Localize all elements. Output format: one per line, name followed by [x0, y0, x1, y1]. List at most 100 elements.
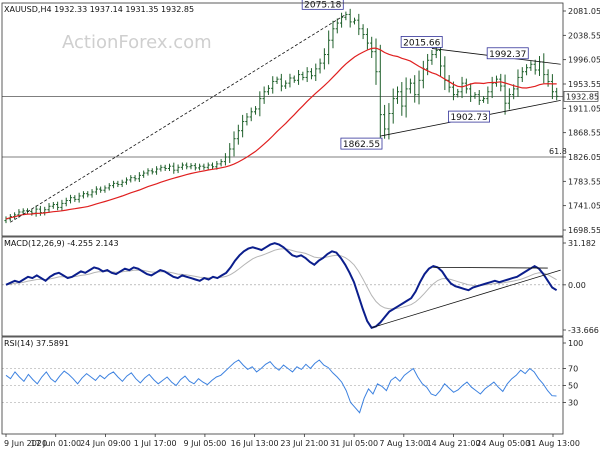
price-bar: [456, 88, 460, 98]
price-bar: [133, 175, 137, 182]
price-bar: [408, 78, 413, 94]
time-axis-label: 17 Jun 01:00: [30, 439, 81, 448]
price-bar: [361, 24, 365, 40]
time-axis-label: 23 Jul 21:00: [280, 439, 328, 448]
price-flag-box: [400, 36, 443, 48]
price-bar: [258, 91, 262, 117]
price-bar: [275, 76, 279, 84]
price-bar: [120, 179, 124, 188]
price-bar: [344, 11, 348, 21]
price-bar: [284, 80, 288, 89]
price-bar: [68, 194, 73, 204]
price-bar: [159, 164, 163, 172]
price-bar: [271, 76, 275, 94]
macd-resistance-line: [433, 266, 548, 269]
price-bar: [241, 114, 245, 138]
price-bar: [90, 189, 94, 198]
price-bar: [305, 67, 309, 83]
price-bar: [64, 197, 68, 207]
price-bar: [516, 69, 520, 97]
price-bar: [279, 73, 283, 92]
price-header-label: XAUUSD,H4 1932.33 1937.14 1931.35 1932.8…: [4, 5, 194, 14]
price-bar: [529, 61, 533, 71]
time-axis-label: 24 Jun 09:00: [80, 439, 131, 448]
price-bar: [430, 49, 434, 65]
price-bar: [202, 163, 206, 170]
price-y-tick-label: 1698.55: [568, 226, 600, 235]
macd-panel-frame: [1, 236, 564, 337]
price-bar: [327, 30, 331, 65]
price-bar: [555, 87, 559, 101]
price-bar: [413, 75, 417, 103]
price-y-tick-label: 1783.55: [568, 177, 600, 186]
price-bar: [150, 168, 154, 175]
price-bar: [163, 164, 167, 171]
price-bar: [391, 88, 395, 124]
price-bar: [228, 143, 232, 163]
price-bar: [503, 74, 507, 115]
price-y-tick-label: 1996.05: [568, 56, 600, 65]
rsi-header-label: RSI(14) 37.5891: [4, 339, 69, 348]
last-price-box: [563, 91, 599, 102]
price-bar: [301, 71, 305, 81]
macd-panel: 31.182 0.00 -33.666: [2, 239, 599, 335]
price-bar: [146, 168, 150, 176]
price-flag-box: [340, 137, 383, 150]
price-bar: [469, 83, 473, 102]
price-bar: [266, 85, 271, 95]
watermark-text: ActionForex.com: [62, 32, 212, 53]
time-axis-label: 31 Aug 13:00: [526, 439, 580, 448]
price-bar: [395, 86, 400, 104]
time-axis-label: 31 Jul 05:00: [330, 439, 378, 448]
price-bar: [494, 75, 499, 87]
price-bar: [292, 75, 296, 83]
price-y-tick-label: 1911.05: [568, 104, 600, 113]
price-bar: [60, 199, 64, 211]
price-bar: [400, 82, 404, 116]
price-bar: [107, 183, 111, 191]
price-bar: [520, 67, 524, 83]
price-bar: [103, 185, 107, 193]
price-bar: [86, 191, 90, 198]
price-y-tick-label: 1826.05: [568, 153, 600, 162]
price-panel-frame: [1, 2, 564, 237]
price-bar: [486, 86, 490, 104]
price-bar: [129, 175, 133, 183]
price-bar: [383, 104, 387, 139]
price-bar: [142, 170, 146, 178]
price-flag-label: 1992.37: [489, 50, 526, 60]
price-bar: [309, 68, 314, 80]
macd-y-tick-label: 0.00: [568, 281, 586, 290]
price-bar: [56, 201, 60, 211]
price-bar: [370, 36, 374, 58]
price-bar: [318, 58, 322, 74]
price-bar: [245, 113, 249, 126]
price-bar: [331, 20, 335, 49]
price-bar: [512, 84, 516, 100]
last-price-label: 1932.85: [566, 92, 599, 101]
rsi-panel: 100 70 50 30: [2, 339, 583, 414]
macd-header-label: MACD(12,26,9) -4.255 2.143: [4, 239, 119, 248]
price-bar: [167, 163, 172, 171]
price-bar: [253, 106, 258, 115]
price-flag-label: 2015.66: [403, 38, 440, 48]
price-bar: [21, 208, 25, 215]
price-y-tick-label: 1741.05: [568, 202, 600, 211]
price-y-tick-label: 1953.55: [568, 80, 600, 89]
price-bar: [499, 73, 503, 92]
price-flag-box: [486, 47, 529, 60]
macd-y-tick-label: -33.666: [568, 326, 599, 335]
rsi-line: [5, 359, 557, 414]
price-bar: [198, 163, 202, 171]
price-bar: [51, 202, 55, 209]
macd-line: [5, 242, 558, 329]
price-bar: [116, 180, 120, 188]
price-y-tick-label: 2081.05: [568, 7, 600, 16]
macd-signal-line: [5, 248, 557, 310]
price-bar: [262, 86, 266, 104]
price-bar: [77, 192, 81, 203]
price-bar: [38, 205, 43, 216]
dashed-uptrend-line: [10, 14, 347, 223]
price-bar: [111, 180, 116, 189]
